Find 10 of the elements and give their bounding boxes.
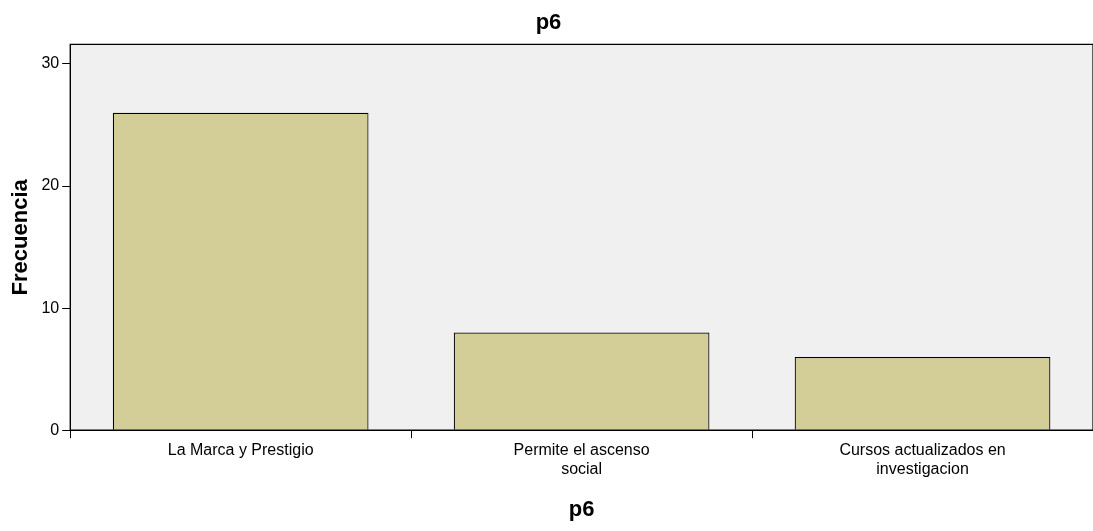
x-tick-label: Permite el ascenso social (513, 441, 650, 478)
chart-title: p6 (535, 9, 562, 35)
x-tick-label: Cursos actualizados en investigacion (839, 441, 1006, 478)
y-tick-label: 10 (41, 298, 60, 316)
y-tick-label: 30 (41, 54, 60, 72)
y-axis-title: Frecuencia (7, 178, 33, 296)
y-tick-label: 0 (50, 420, 60, 438)
y-tick-label: 20 (41, 176, 60, 194)
x-axis-title: p6 (568, 495, 595, 521)
x-tick-label: La Marca y Prestigio (167, 441, 314, 459)
